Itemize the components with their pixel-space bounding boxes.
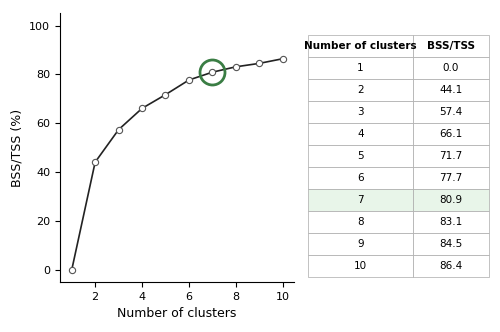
FancyBboxPatch shape (413, 189, 488, 211)
Text: 2: 2 (358, 85, 364, 95)
Text: 8: 8 (358, 217, 364, 227)
Text: 0.0: 0.0 (442, 63, 459, 73)
FancyBboxPatch shape (413, 123, 488, 145)
Text: BSS/TSS: BSS/TSS (426, 41, 474, 51)
FancyBboxPatch shape (308, 233, 413, 255)
Text: 77.7: 77.7 (439, 173, 462, 183)
FancyBboxPatch shape (308, 101, 413, 123)
Text: 66.1: 66.1 (439, 129, 462, 139)
FancyBboxPatch shape (413, 35, 488, 57)
FancyBboxPatch shape (308, 189, 413, 211)
Text: 71.7: 71.7 (439, 151, 462, 161)
Text: 7: 7 (358, 195, 364, 205)
FancyBboxPatch shape (413, 101, 488, 123)
Text: 4: 4 (358, 129, 364, 139)
Text: 1: 1 (358, 63, 364, 73)
Text: 57.4: 57.4 (439, 107, 462, 117)
Text: 9: 9 (358, 239, 364, 249)
Text: 84.5: 84.5 (439, 239, 462, 249)
FancyBboxPatch shape (413, 211, 488, 233)
FancyBboxPatch shape (308, 211, 413, 233)
FancyBboxPatch shape (413, 167, 488, 189)
FancyBboxPatch shape (308, 79, 413, 101)
Text: 3: 3 (358, 107, 364, 117)
Text: 5: 5 (358, 151, 364, 161)
FancyBboxPatch shape (308, 35, 413, 57)
FancyBboxPatch shape (308, 255, 413, 277)
FancyBboxPatch shape (413, 145, 488, 167)
Y-axis label: BSS/TSS (%): BSS/TSS (%) (10, 109, 24, 187)
Text: Number of clusters: Number of clusters (304, 41, 417, 51)
Text: 10: 10 (354, 261, 367, 271)
FancyBboxPatch shape (308, 123, 413, 145)
FancyBboxPatch shape (413, 255, 488, 277)
Text: 80.9: 80.9 (439, 195, 462, 205)
X-axis label: Number of clusters: Number of clusters (118, 307, 237, 320)
FancyBboxPatch shape (308, 57, 413, 79)
Text: 44.1: 44.1 (439, 85, 462, 95)
Text: 6: 6 (358, 173, 364, 183)
FancyBboxPatch shape (413, 233, 488, 255)
FancyBboxPatch shape (308, 145, 413, 167)
Text: 86.4: 86.4 (439, 261, 462, 271)
FancyBboxPatch shape (308, 167, 413, 189)
Text: 83.1: 83.1 (439, 217, 462, 227)
FancyBboxPatch shape (413, 57, 488, 79)
FancyBboxPatch shape (413, 79, 488, 101)
